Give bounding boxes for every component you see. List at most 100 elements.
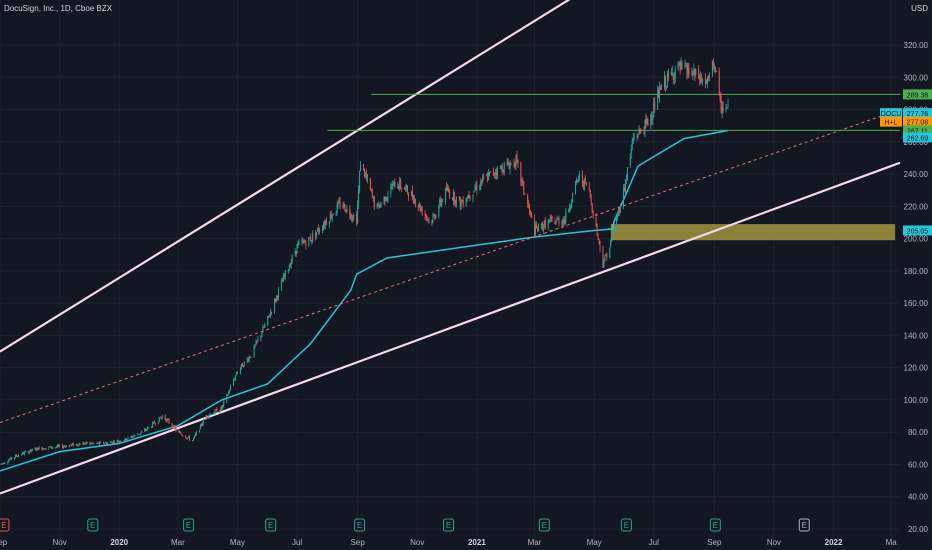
earnings-marker-letter: E [446, 521, 451, 530]
candle-body [557, 218, 559, 220]
candle-body [427, 219, 429, 221]
candle-body [22, 452, 24, 454]
candlestick-series [0, 57, 729, 465]
candle-body [330, 214, 332, 218]
candle-body [223, 401, 225, 406]
y-tick-label: 160.00 [904, 299, 929, 308]
candle-body [192, 440, 193, 441]
x-tick-label: Sep [0, 538, 8, 547]
candle-body [378, 204, 380, 209]
candle-body [488, 172, 490, 180]
candle-body [168, 419, 170, 424]
earnings-marker [87, 518, 99, 532]
candle-body [449, 191, 450, 198]
y-tick-label: 320.00 [904, 41, 929, 50]
price-tag [903, 116, 932, 127]
candle-body [271, 311, 273, 313]
candle-body [706, 81, 708, 84]
candle-body [524, 193, 526, 195]
candle-body [124, 437, 126, 441]
candle-body [561, 221, 563, 225]
candle-body [146, 429, 148, 431]
candle-body [96, 443, 98, 444]
candle-body [125, 438, 127, 441]
candle-body [9, 459, 11, 461]
candle-body [282, 275, 284, 282]
candle-body [8, 460, 10, 463]
grid-lines [0, 0, 900, 540]
candle-body [547, 220, 549, 228]
candle-body [194, 434, 196, 436]
candle-body [17, 456, 19, 457]
candle-body [376, 203, 378, 208]
y-tick-label: 20.00 [908, 525, 929, 534]
x-tick-label: Jul [649, 538, 659, 547]
currency-label[interactable]: USD [911, 4, 928, 13]
x-tick-label: 2020 [110, 538, 128, 547]
candle-body [564, 219, 566, 222]
candle-body [379, 203, 381, 208]
candle-body [562, 220, 564, 224]
candle-body [173, 426, 175, 429]
earnings-marker-letter: E [624, 521, 629, 530]
candle-body [186, 438, 188, 440]
candle-body [97, 442, 99, 444]
candle-body [500, 166, 502, 169]
candle-body [611, 237, 613, 242]
candle-body [516, 154, 518, 161]
candle-body [10, 457, 12, 460]
candle-body [222, 404, 224, 408]
candle-body [208, 415, 210, 418]
candle-body [447, 188, 449, 191]
candle-body [480, 181, 482, 186]
candle-body [711, 60, 713, 76]
candle-body [606, 253, 608, 258]
candle-body [677, 62, 679, 69]
price-tag [903, 89, 932, 100]
candle-body [698, 68, 700, 79]
candle-body [107, 442, 108, 445]
channel-lower [0, 161, 901, 495]
candle-body [219, 410, 221, 413]
candle-body [653, 102, 655, 118]
candle-body [226, 394, 228, 402]
candle-body [493, 173, 495, 175]
candle-body [2, 463, 4, 464]
candle-body [391, 187, 393, 189]
candle-body [4, 462, 6, 464]
y-tick-label: 80.00 [908, 428, 929, 437]
time-axis[interactable]: Sep Nov 2020 Mar May Jul Sep Nov 2021 Mar May Jul Se… [0, 538, 897, 547]
candle-body [551, 216, 553, 220]
candle-body [640, 129, 642, 132]
candle-body [487, 176, 489, 181]
candle-body [492, 170, 494, 175]
candle-body [192, 437, 194, 441]
candle-body [420, 208, 422, 210]
candle-body [263, 327, 265, 328]
candle-body [618, 208, 620, 216]
candle-body [722, 106, 724, 111]
candle-body [109, 441, 111, 443]
candle-body [432, 216, 434, 223]
candle-body [236, 372, 238, 374]
candle-body [612, 233, 614, 239]
candle-body [514, 163, 516, 167]
candle-body [287, 269, 289, 272]
candle-body [582, 182, 584, 188]
candle-body [296, 244, 298, 254]
candle-body [172, 426, 174, 429]
candle-body [654, 101, 656, 110]
candle-body [118, 441, 120, 443]
candle-body [85, 441, 87, 444]
candle-body [522, 181, 524, 183]
candle-body [181, 434, 183, 436]
candle-body [256, 340, 258, 342]
candle-body [454, 202, 456, 204]
candle-body [459, 197, 461, 208]
candle-body [686, 65, 688, 74]
earnings-marker [183, 518, 195, 532]
candle-body [428, 219, 430, 221]
candle-body [460, 201, 462, 207]
candle-body [672, 73, 674, 80]
